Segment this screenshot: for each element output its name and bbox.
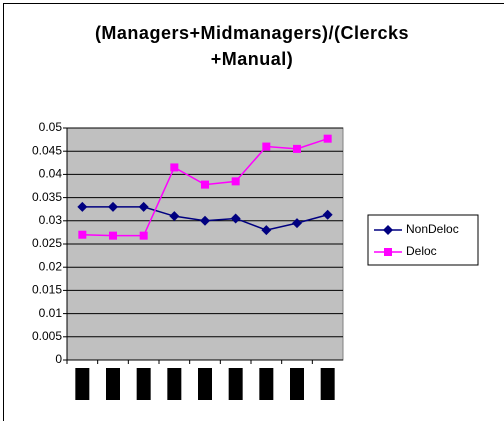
x-label-redacted bbox=[320, 368, 335, 400]
marker bbox=[108, 201, 118, 212]
y-tick-label: 0.05 bbox=[39, 120, 63, 134]
marker bbox=[293, 144, 301, 153]
marker bbox=[201, 180, 209, 189]
legend-label: NonDeloc bbox=[406, 222, 459, 236]
x-label-redacted bbox=[167, 368, 182, 400]
y-tick-label: 0.03 bbox=[39, 213, 63, 227]
y-tick-label: 0.045 bbox=[32, 143, 62, 157]
marker bbox=[292, 218, 302, 229]
marker bbox=[262, 142, 271, 151]
marker bbox=[322, 209, 333, 220]
x-label-redacted bbox=[75, 368, 90, 400]
legend-box bbox=[367, 214, 479, 266]
marker bbox=[200, 215, 210, 226]
y-tick-label: 0.035 bbox=[32, 190, 62, 204]
y-tick-label: 0.04 bbox=[39, 167, 63, 181]
x-label-redacted bbox=[198, 368, 212, 400]
y-tick-label: 0 bbox=[55, 352, 62, 366]
y-tick-label: 0.015 bbox=[32, 283, 62, 297]
y-tick-label: 0.005 bbox=[32, 329, 62, 343]
x-label-redacted bbox=[290, 368, 304, 400]
x-label-redacted bbox=[259, 368, 274, 400]
x-label-redacted bbox=[136, 368, 151, 400]
y-tick-label: 0.025 bbox=[32, 236, 62, 250]
legend-marker bbox=[383, 225, 393, 235]
marker bbox=[231, 177, 240, 186]
marker bbox=[323, 134, 332, 143]
marker bbox=[138, 201, 149, 212]
marker bbox=[109, 231, 117, 240]
marker bbox=[139, 231, 148, 240]
legend-label: Deloc bbox=[406, 244, 437, 258]
x-label-redacted bbox=[106, 368, 120, 400]
legend-marker bbox=[384, 248, 392, 256]
marker bbox=[230, 213, 241, 224]
marker bbox=[170, 163, 179, 172]
x-label-redacted bbox=[228, 368, 243, 400]
y-tick-label: 0.02 bbox=[39, 259, 63, 273]
marker bbox=[77, 201, 88, 212]
marker bbox=[78, 230, 87, 239]
marker bbox=[261, 225, 272, 236]
marker bbox=[169, 211, 180, 222]
chart-title: (Managers+Midmanagers)/(Clercks +Manual) bbox=[94, 23, 410, 69]
y-tick-label: 0.01 bbox=[39, 306, 63, 320]
